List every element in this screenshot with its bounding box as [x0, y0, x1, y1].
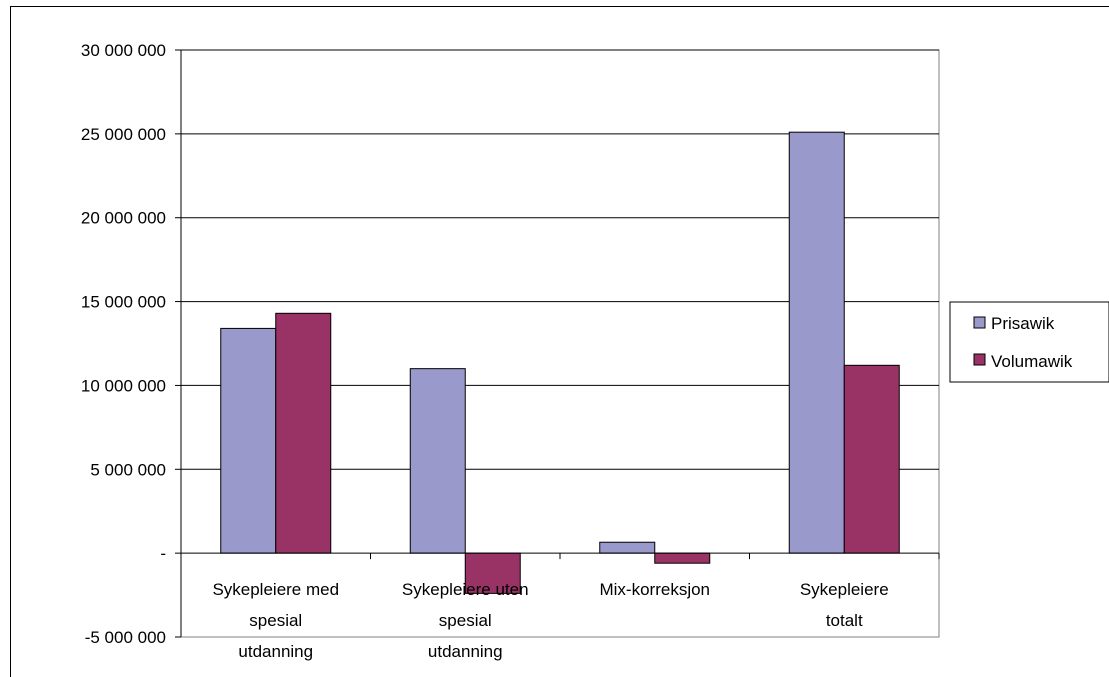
legend-swatch-prisawik [973, 316, 986, 329]
y-axis-tick-labels: 30 000 000 25 000 000 20 000 000 15 000 000… [81, 41, 166, 647]
y-tick-label: 25 000 000 [81, 125, 166, 144]
chart-frame [10, 6, 1109, 677]
category-label: Sykepleiere uten [402, 580, 529, 599]
legend-label-prisawik: Prisawik [991, 314, 1055, 333]
y-tick-label: 20 000 000 [81, 209, 166, 228]
x-axis-category-labels: Sykepleiere med spesial utdanning Sykepleie… [212, 580, 888, 661]
y-tick-label: - [160, 544, 166, 563]
category-label: spesial [439, 611, 492, 630]
bar-volumawik-3 [843, 364, 900, 554]
category-label: Mix-korreksjon [599, 580, 710, 599]
category-label: Sykepleiere [800, 580, 889, 599]
legend-swatch-volumawik [973, 353, 986, 366]
y-tick-label: -5 000 000 [85, 628, 166, 647]
bar-prisawik-1 [409, 368, 466, 554]
category-label: totalt [826, 611, 863, 630]
bar-volumawik-0 [275, 312, 332, 554]
bars [220, 131, 900, 594]
y-tick-label: 10 000 000 [81, 376, 166, 395]
y-tick-label: 15 000 000 [81, 293, 166, 312]
legend-label-volumawik: Volumawik [991, 352, 1073, 371]
legend-box [949, 301, 1109, 383]
legend: Prisawik Volumawik [949, 301, 1109, 383]
category-label: spesial [249, 611, 302, 630]
y-tick-label: 30 000 000 [81, 41, 166, 60]
bar-volumawik-1 [464, 552, 521, 594]
category-label: utdanning [428, 642, 503, 661]
category-label: utdanning [238, 642, 313, 661]
y-tick-label: 5 000 000 [90, 460, 166, 479]
bar-volumawik-2 [654, 552, 711, 564]
bar-prisawik-3 [788, 131, 845, 554]
category-label: Sykepleiere med [212, 580, 339, 599]
bar-prisawik-2 [599, 541, 656, 554]
bar-prisawik-0 [220, 327, 277, 554]
axes [175, 49, 940, 638]
